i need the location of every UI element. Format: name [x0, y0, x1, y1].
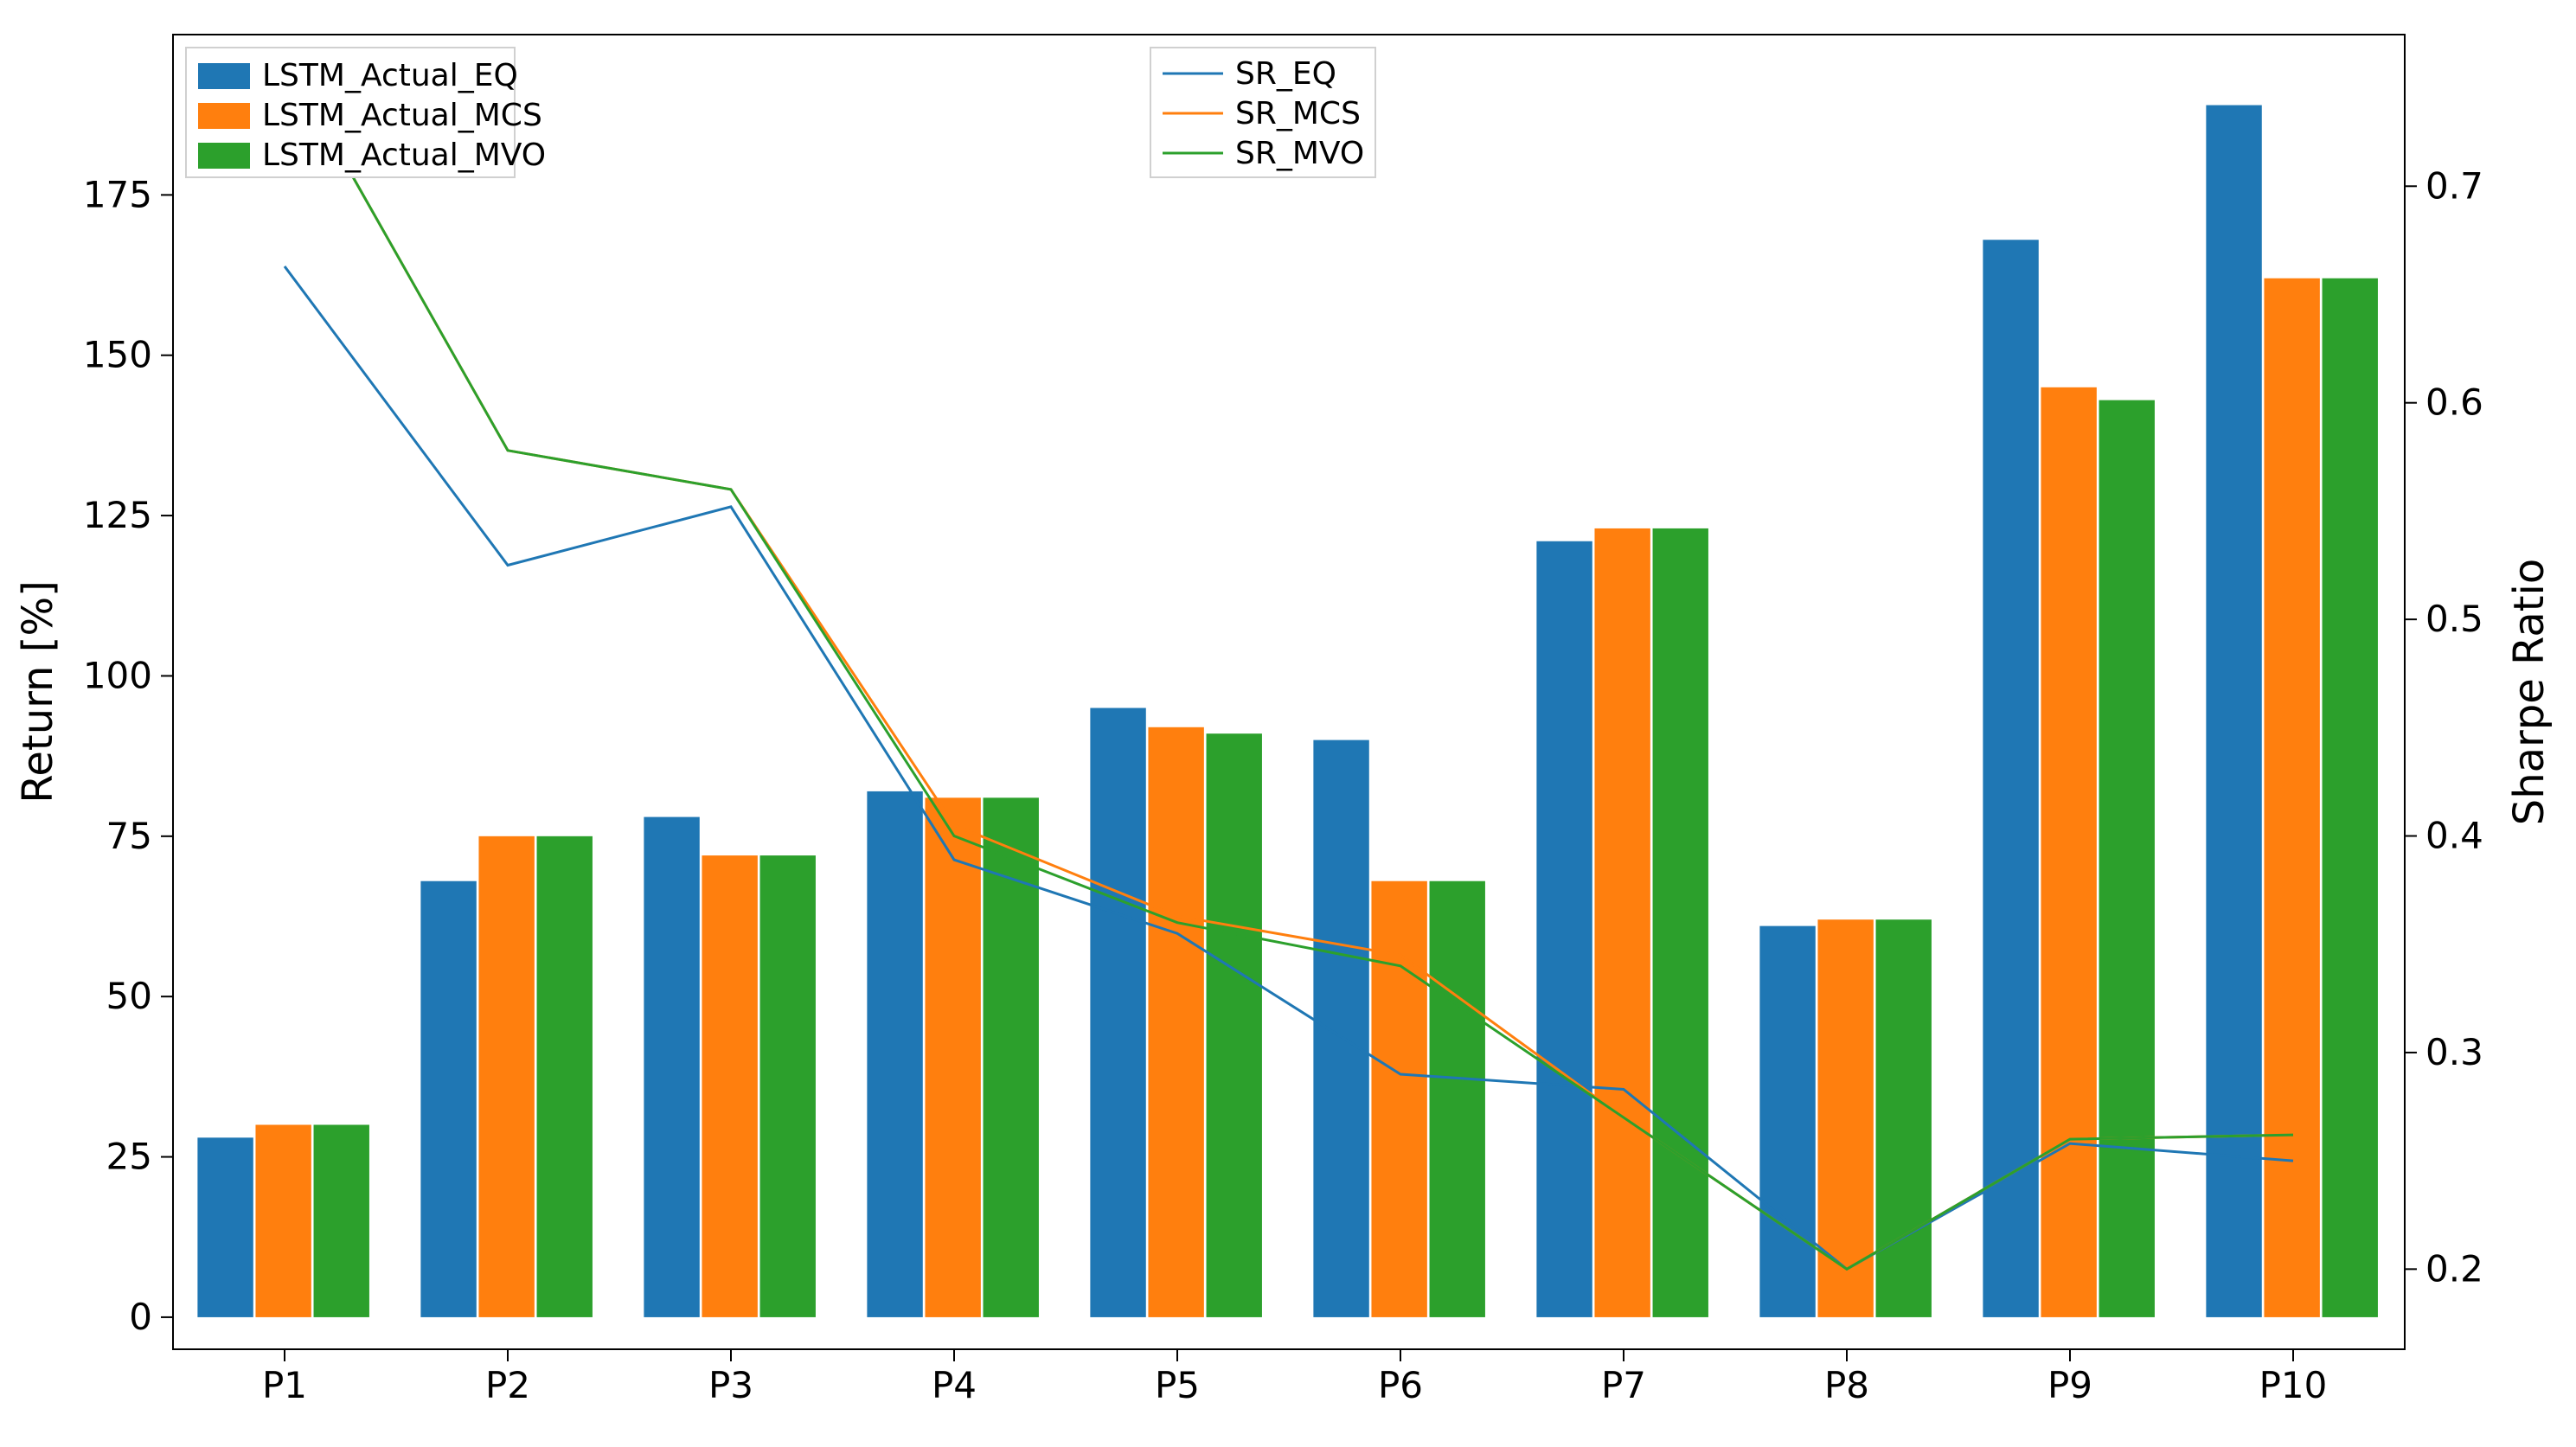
- bar-LSTM_Actual_MVO: [1430, 881, 1485, 1317]
- y-left-tick-label: 25: [106, 1136, 152, 1178]
- dual-axis-bar-line-chart: 0 25 50 75 100 125 150 175 0.2 0.3 0.4 0.5 0.6 0.7 P1 P…: [0, 0, 2576, 1447]
- x-tick-label: P2: [485, 1364, 530, 1406]
- bar-LSTM_Actual_EQ: [197, 1137, 253, 1317]
- legend-line-label: SR_MCS: [1235, 96, 1361, 131]
- legend-bar-label: LSTM_Actual_EQ: [262, 58, 518, 93]
- y-right-tick-label: 0.7: [2425, 164, 2483, 207]
- y-right-tick-label: 0.6: [2425, 381, 2483, 424]
- bar-LSTM_Actual_MVO: [1876, 919, 1932, 1317]
- y-left-tick-label: 0: [129, 1296, 152, 1338]
- bar-LSTM_Actual_EQ: [1759, 926, 1815, 1317]
- x-tick-label: P1: [262, 1364, 307, 1406]
- bar-LSTM_Actual_EQ: [644, 817, 699, 1317]
- legend-bar-label: LSTM_Actual_MVO: [262, 138, 546, 173]
- x-tick-label: P3: [708, 1364, 753, 1406]
- x-tick-label: P7: [1601, 1364, 1646, 1406]
- legend-bar-patch: [198, 143, 250, 169]
- x-tick-label: P9: [2047, 1364, 2092, 1406]
- bar-LSTM_Actual_EQ: [1536, 541, 1592, 1317]
- bar-LSTM_Actual_MCS: [702, 855, 757, 1317]
- y-left-tick-label: 100: [83, 654, 152, 696]
- x-tick-label: P10: [2259, 1364, 2328, 1406]
- y-left-axis-label: Return [%]: [14, 580, 62, 804]
- bar-LSTM_Actual_MCS: [1148, 727, 1203, 1317]
- legend-line-label: SR_MVO: [1235, 136, 1364, 171]
- bar-LSTM_Actual_EQ: [1090, 708, 1145, 1317]
- bar-LSTM_Actual_EQ: [1313, 740, 1368, 1317]
- bar-LSTM_Actual_MVO: [1207, 733, 1262, 1317]
- x-tick-label: P5: [1155, 1364, 1200, 1406]
- legend-line-label: SR_EQ: [1235, 56, 1336, 92]
- y-right-tick-label: 0.4: [2425, 815, 2483, 857]
- bar-LSTM_Actual_MCS: [925, 797, 980, 1317]
- y-right-axis-label: Sharpe Ratio: [2505, 559, 2554, 826]
- bar-LSTM_Actual_MCS: [1594, 528, 1650, 1317]
- y-right-tick-label: 0.3: [2425, 1031, 2483, 1073]
- bar-LSTM_Actual_MVO: [1653, 528, 1708, 1317]
- legend-bar-label: LSTM_Actual_MCS: [262, 98, 542, 133]
- legend-bar-patch: [198, 103, 250, 129]
- y-left-tick-label: 150: [83, 334, 152, 376]
- bar-LSTM_Actual_MCS: [1371, 881, 1426, 1317]
- bar-LSTM_Actual_MVO: [537, 836, 593, 1317]
- bar-LSTM_Actual_MVO: [984, 797, 1039, 1317]
- bar-LSTM_Actual_MCS: [478, 836, 534, 1317]
- bar-LSTM_Actual_EQ: [420, 881, 476, 1317]
- y-right-tick-label: 0.5: [2425, 598, 2483, 640]
- bar-LSTM_Actual_EQ: [1983, 240, 2038, 1317]
- y-left-tick-label: 175: [83, 173, 152, 215]
- legend-bar-patch: [198, 63, 250, 89]
- bar-LSTM_Actual_MVO: [2099, 400, 2155, 1317]
- x-tick-label: P6: [1378, 1364, 1423, 1406]
- y-right-tick-label: 0.2: [2425, 1247, 2483, 1290]
- bar-LSTM_Actual_MCS: [255, 1124, 311, 1316]
- bar-LSTM_Actual_MVO: [760, 855, 816, 1317]
- bar-LSTM_Actual_EQ: [867, 791, 922, 1317]
- bar-LSTM_Actual_MCS: [2041, 387, 2096, 1317]
- bar-LSTM_Actual_MVO: [2323, 279, 2378, 1317]
- bar-LSTM_Actual_MVO: [314, 1124, 369, 1316]
- chart-container: 0 25 50 75 100 125 150 175 0.2 0.3 0.4 0.5 0.6 0.7 P1 P…: [0, 0, 2576, 1447]
- y-left-tick-label: 75: [106, 815, 152, 857]
- x-tick-label: P4: [932, 1364, 977, 1406]
- x-tick-label: P8: [1824, 1364, 1869, 1406]
- y-left-tick-label: 50: [106, 975, 152, 1017]
- y-left-tick-label: 125: [83, 494, 152, 536]
